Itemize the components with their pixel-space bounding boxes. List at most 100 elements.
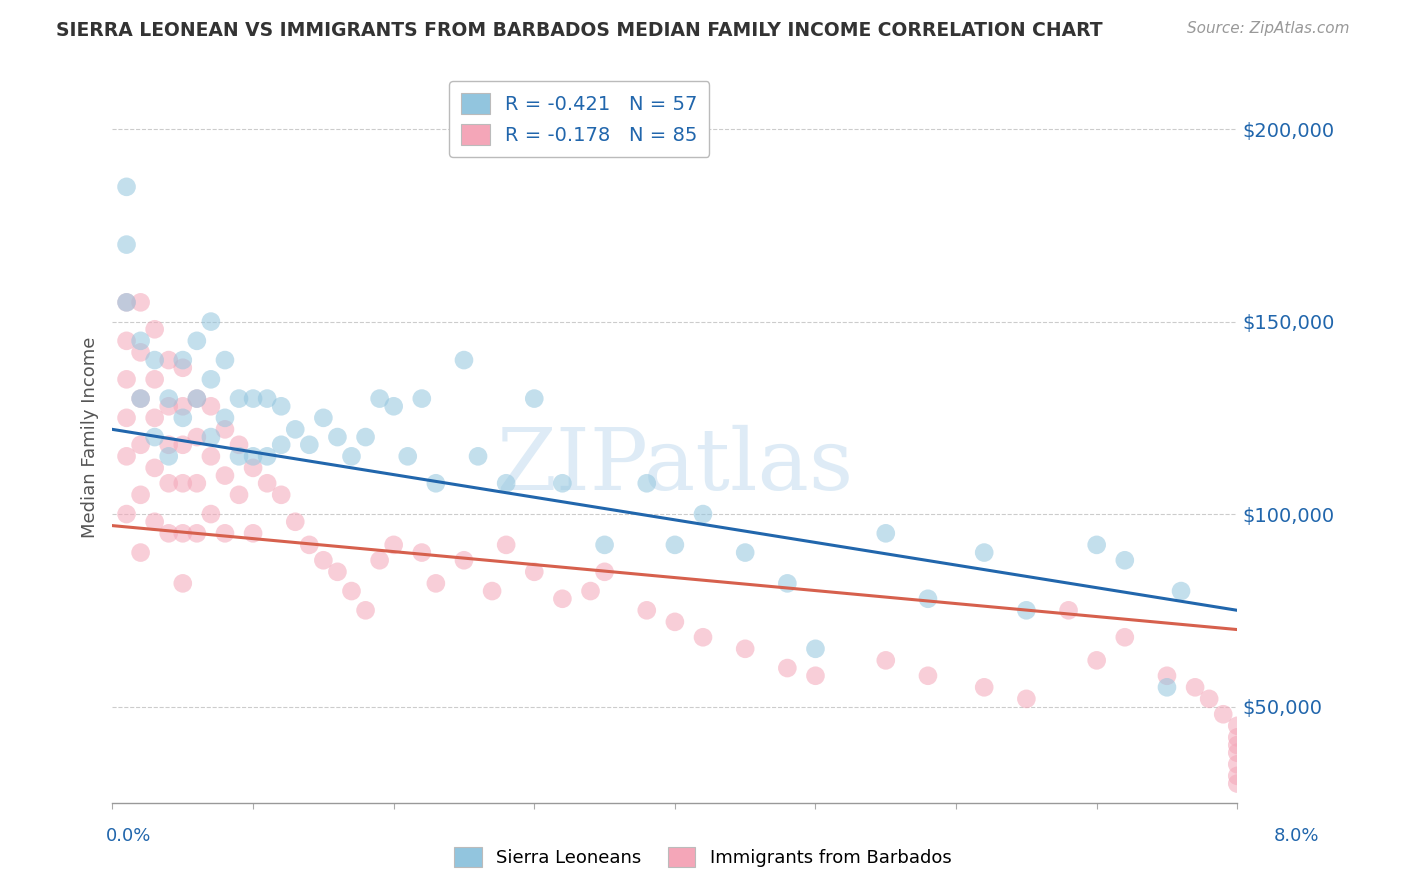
Point: [354, 603, 377, 617]
Point: [256, 392, 278, 406]
Point: [143, 353, 166, 368]
Point: [256, 450, 278, 464]
Point: [551, 476, 574, 491]
Point: [664, 538, 686, 552]
Point: [1057, 603, 1080, 617]
Point: [157, 438, 180, 452]
Point: [495, 476, 517, 491]
Point: [579, 584, 602, 599]
Point: [129, 295, 152, 310]
Point: [298, 438, 321, 452]
Point: [157, 450, 180, 464]
Point: [270, 488, 292, 502]
Point: [284, 422, 307, 436]
Point: [523, 565, 546, 579]
Point: [1114, 553, 1136, 567]
Point: [284, 515, 307, 529]
Point: [242, 526, 264, 541]
Point: [214, 410, 236, 425]
Point: [1226, 769, 1249, 783]
Point: [242, 461, 264, 475]
Point: [157, 526, 180, 541]
Point: [214, 468, 236, 483]
Point: [776, 661, 799, 675]
Point: [551, 591, 574, 606]
Text: SIERRA LEONEAN VS IMMIGRANTS FROM BARBADOS MEDIAN FAMILY INCOME CORRELATION CHAR: SIERRA LEONEAN VS IMMIGRANTS FROM BARBAD…: [56, 21, 1102, 40]
Y-axis label: Median Family Income: Median Family Income: [80, 336, 98, 538]
Point: [200, 372, 222, 386]
Point: [481, 584, 503, 599]
Point: [270, 399, 292, 413]
Point: [298, 538, 321, 552]
Point: [467, 450, 489, 464]
Point: [186, 476, 208, 491]
Point: [1198, 691, 1220, 706]
Point: [143, 372, 166, 386]
Point: [115, 334, 138, 348]
Point: [228, 438, 250, 452]
Point: [692, 630, 714, 644]
Point: [354, 430, 377, 444]
Text: 0.0%: 0.0%: [105, 827, 150, 845]
Point: [1085, 538, 1108, 552]
Point: [186, 526, 208, 541]
Point: [1015, 603, 1038, 617]
Point: [157, 476, 180, 491]
Point: [115, 507, 138, 521]
Point: [157, 353, 180, 368]
Point: [326, 430, 349, 444]
Point: [172, 438, 194, 452]
Legend: Sierra Leoneans, Immigrants from Barbados: Sierra Leoneans, Immigrants from Barbado…: [447, 839, 959, 874]
Point: [157, 392, 180, 406]
Point: [115, 450, 138, 464]
Point: [804, 669, 827, 683]
Point: [242, 392, 264, 406]
Point: [917, 591, 939, 606]
Point: [312, 553, 335, 567]
Point: [214, 422, 236, 436]
Point: [776, 576, 799, 591]
Point: [396, 450, 419, 464]
Point: [368, 553, 391, 567]
Point: [242, 450, 264, 464]
Point: [129, 334, 152, 348]
Point: [143, 461, 166, 475]
Point: [411, 545, 433, 559]
Point: [340, 584, 363, 599]
Point: [200, 315, 222, 329]
Point: [368, 392, 391, 406]
Point: [115, 410, 138, 425]
Point: [143, 430, 166, 444]
Point: [1184, 681, 1206, 695]
Legend: R = -0.421   N = 57, R = -0.178   N = 85: R = -0.421 N = 57, R = -0.178 N = 85: [449, 81, 710, 156]
Point: [382, 538, 405, 552]
Point: [115, 295, 138, 310]
Point: [1156, 681, 1178, 695]
Point: [129, 345, 152, 359]
Point: [425, 476, 447, 491]
Point: [734, 545, 756, 559]
Point: [973, 545, 995, 559]
Point: [200, 450, 222, 464]
Point: [312, 410, 335, 425]
Point: [186, 430, 208, 444]
Point: [636, 476, 658, 491]
Point: [326, 565, 349, 579]
Point: [186, 392, 208, 406]
Point: [172, 576, 194, 591]
Point: [734, 641, 756, 656]
Point: [157, 399, 180, 413]
Point: [200, 430, 222, 444]
Point: [200, 399, 222, 413]
Point: [917, 669, 939, 683]
Point: [1015, 691, 1038, 706]
Point: [115, 295, 138, 310]
Point: [1114, 630, 1136, 644]
Point: [115, 237, 138, 252]
Text: Source: ZipAtlas.com: Source: ZipAtlas.com: [1187, 21, 1350, 37]
Point: [129, 392, 152, 406]
Point: [1226, 757, 1249, 772]
Point: [214, 526, 236, 541]
Point: [1226, 746, 1249, 760]
Point: [1226, 731, 1249, 745]
